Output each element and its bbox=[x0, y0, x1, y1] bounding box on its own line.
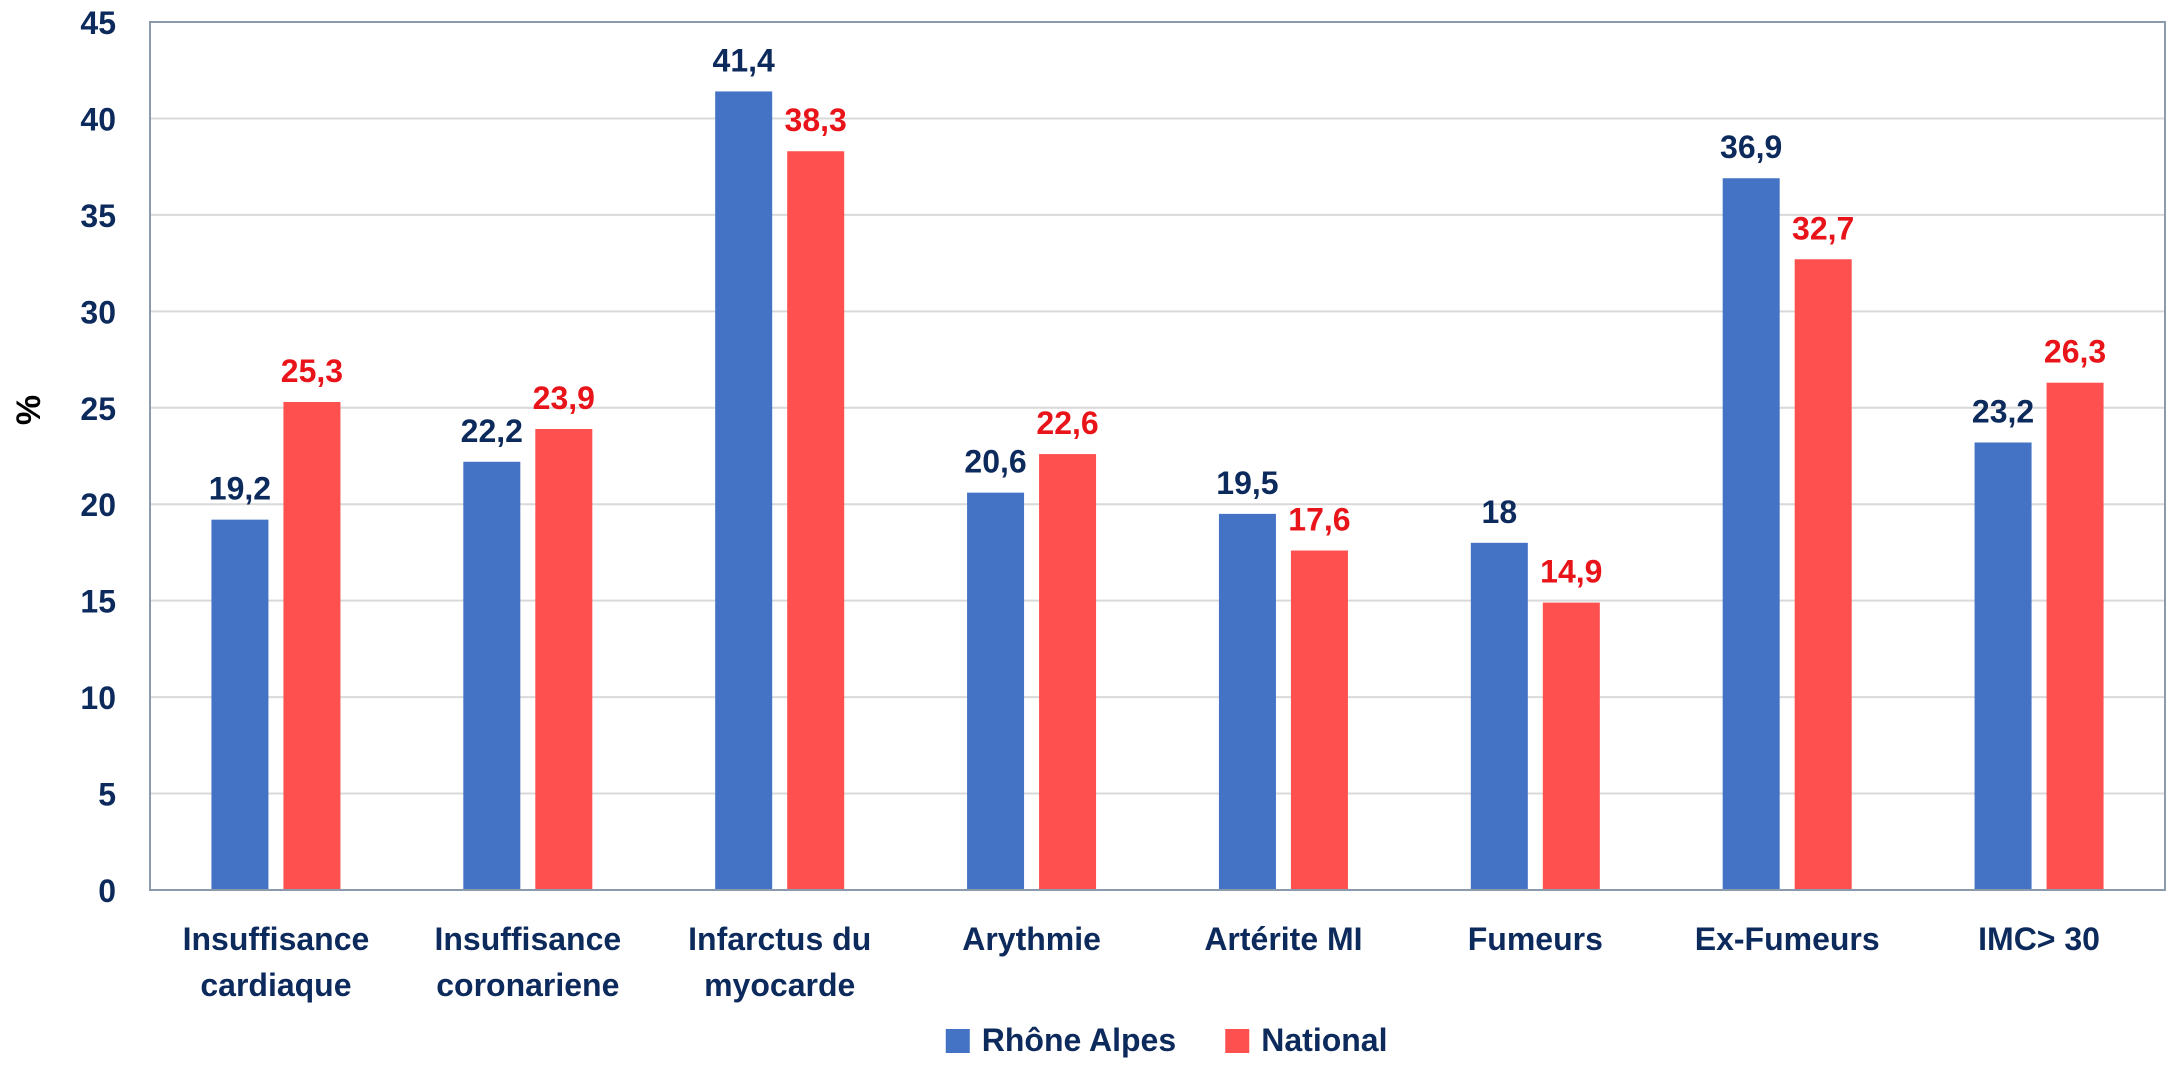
data-label: 23,2 bbox=[1972, 393, 2034, 429]
x-tick-label-line: coronariene bbox=[436, 967, 619, 1003]
x-tick-label-line: Fumeurs bbox=[1468, 921, 1603, 957]
y-tick-label: 5 bbox=[98, 777, 116, 813]
x-tick-label: Insuffisance coronariene bbox=[434, 921, 621, 1003]
bars bbox=[211, 91, 2104, 891]
bar bbox=[2046, 382, 2104, 890]
x-tick-label: Ex-Fumeurs bbox=[1695, 921, 1880, 957]
bar bbox=[1974, 442, 2032, 890]
y-tick-label: 15 bbox=[80, 584, 116, 620]
data-label: 14,9 bbox=[1540, 554, 1602, 590]
axes bbox=[149, 21, 2166, 891]
y-tick-label: 25 bbox=[80, 391, 116, 427]
data-labels: 19,2 25,3 22,2 23,9 41,4 38,3 20,6 22,6 19,5 17,6… bbox=[209, 42, 2106, 589]
x-tick-label: Artérite MI bbox=[1204, 921, 1362, 957]
x-tick-label-line: myocarde bbox=[704, 967, 855, 1003]
data-label: 19,5 bbox=[1216, 465, 1278, 501]
gridlines bbox=[150, 21, 2165, 795]
data-label: 17,6 bbox=[1288, 502, 1350, 538]
bar bbox=[967, 492, 1025, 890]
bar bbox=[1218, 513, 1276, 890]
x-tick-label-line: Infarctus du bbox=[688, 921, 871, 957]
y-tick-label: 20 bbox=[80, 487, 116, 523]
legend-swatch bbox=[945, 1029, 970, 1053]
bar bbox=[211, 519, 269, 890]
bar bbox=[1794, 259, 1852, 891]
x-tick-label-line: Artérite MI bbox=[1204, 921, 1362, 957]
data-label: 25,3 bbox=[281, 353, 343, 389]
data-label: 18 bbox=[1482, 494, 1518, 530]
x-tick-label: Insuffisance cardiaque bbox=[183, 921, 370, 1003]
x-tick-label-line: IMC> 30 bbox=[1978, 921, 2100, 957]
legend-swatch bbox=[1225, 1029, 1250, 1053]
x-tick-label: Infarctus du myocarde bbox=[688, 921, 871, 1003]
data-label: 38,3 bbox=[785, 102, 847, 138]
y-tick-label: 40 bbox=[80, 101, 116, 137]
data-label: 20,6 bbox=[964, 444, 1026, 480]
y-axis-title: % bbox=[10, 395, 48, 425]
data-label: 26,3 bbox=[2044, 334, 2106, 370]
legend-label: National bbox=[1261, 1022, 1387, 1058]
x-tick-label: Fumeurs bbox=[1468, 921, 1603, 957]
legend: Rhône Alpes National bbox=[945, 1022, 1387, 1058]
data-label: 19,2 bbox=[209, 471, 271, 507]
data-label: 36,9 bbox=[1720, 129, 1782, 165]
x-tick-label: Arythmie bbox=[962, 921, 1101, 957]
bar bbox=[1039, 454, 1097, 890]
x-tick-label: IMC> 30 bbox=[1978, 921, 2100, 957]
x-tick-label-line: Insuffisance bbox=[434, 921, 621, 957]
data-label: 23,9 bbox=[533, 380, 595, 416]
bar bbox=[1290, 550, 1348, 890]
legend-label: Rhône Alpes bbox=[982, 1022, 1176, 1058]
y-tick-label: 0 bbox=[98, 873, 116, 909]
bar bbox=[787, 151, 845, 891]
data-label: 22,2 bbox=[461, 413, 523, 449]
bar bbox=[1470, 542, 1528, 890]
bar bbox=[283, 401, 341, 890]
data-label: 32,7 bbox=[1792, 210, 1854, 246]
bar bbox=[1722, 178, 1780, 891]
x-tick-label-line: Ex-Fumeurs bbox=[1695, 921, 1880, 957]
bar bbox=[535, 428, 593, 890]
y-tick-label: 10 bbox=[80, 680, 116, 716]
bar bbox=[463, 461, 521, 890]
bar bbox=[1542, 602, 1600, 890]
y-tick-label: 35 bbox=[80, 198, 116, 234]
x-tick-label-line: Insuffisance bbox=[183, 921, 370, 957]
y-tick-label: 30 bbox=[80, 294, 116, 330]
data-label: 41,4 bbox=[713, 42, 775, 78]
plot-frame bbox=[149, 21, 2166, 891]
x-tick-label-line: Arythmie bbox=[962, 921, 1101, 957]
x-tick-label-line: cardiaque bbox=[200, 967, 351, 1003]
y-tick-label: 45 bbox=[80, 5, 116, 41]
bar bbox=[715, 91, 773, 890]
data-label: 22,6 bbox=[1036, 405, 1098, 441]
